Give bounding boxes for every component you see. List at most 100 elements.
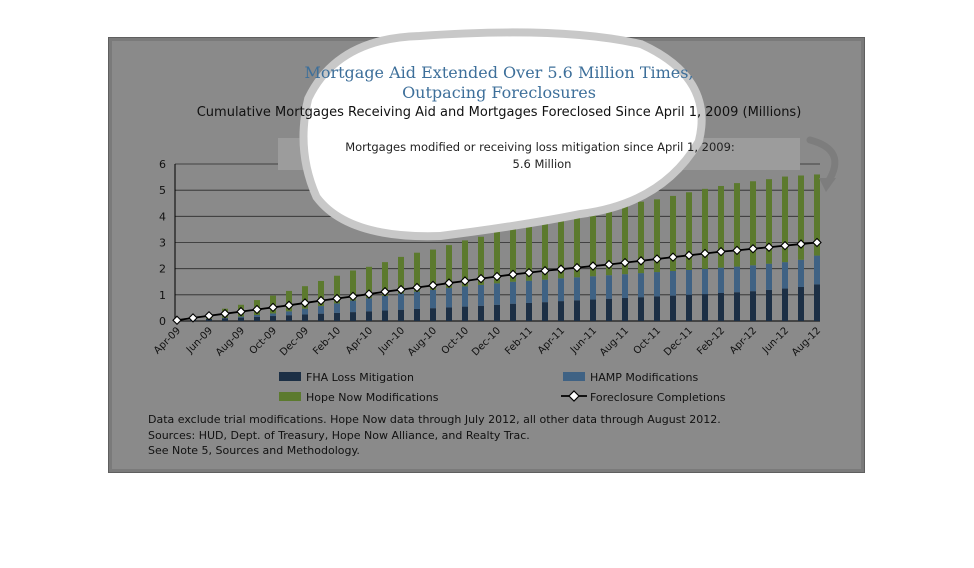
foreclosure-point	[476, 273, 486, 284]
x-tick-label: Oct-10	[440, 325, 472, 357]
bar-segment	[542, 279, 548, 303]
foreclosure-point	[780, 240, 790, 251]
bar-segment	[734, 183, 740, 267]
foreclosure-point	[556, 264, 566, 274]
bar-segment	[414, 252, 420, 292]
foreclosure-point	[172, 315, 182, 325]
bar-segment	[270, 313, 276, 317]
bar-segment	[590, 299, 596, 321]
x-tick-label: Aug-10	[406, 325, 439, 358]
bar-segment	[494, 304, 500, 321]
legend-label-hamp: HAMP Modifications	[590, 371, 698, 384]
bar-segment	[286, 315, 292, 321]
curved-arrow	[806, 136, 839, 186]
y-tick-label: 2	[159, 263, 166, 276]
bar-segment	[638, 297, 644, 321]
bar-segment	[590, 276, 596, 300]
x-tick-label: Jun-11	[568, 325, 599, 356]
bar-segment	[734, 292, 740, 321]
bar-segment	[686, 294, 692, 321]
callout-text-line1: Mortgages modified or receiving loss mit…	[345, 140, 735, 154]
bar-segment	[238, 316, 244, 318]
bar-segment	[510, 228, 516, 282]
bar-segment	[574, 300, 580, 321]
bar-segment	[238, 317, 244, 321]
bar-segment	[478, 236, 484, 285]
bar-segment	[494, 232, 500, 284]
foreclosure-point	[700, 248, 710, 259]
bar-segment	[302, 286, 308, 309]
bar-segment	[366, 311, 372, 321]
bar-segment	[622, 274, 628, 298]
foreclosure-point	[364, 289, 374, 299]
bar-segment	[622, 204, 628, 275]
foreclosure-point	[588, 261, 598, 271]
x-tick-label: Jun-10	[376, 325, 407, 356]
bar-series	[190, 174, 820, 321]
chart-title-line2: Outpacing Foreclosures	[402, 83, 596, 102]
bar-segment	[798, 175, 804, 260]
bar-segment	[542, 221, 548, 280]
note-line-3: See Note 5, Sources and Methodology.	[148, 444, 360, 457]
bar-segment	[654, 272, 660, 297]
foreclosure-point	[796, 239, 806, 249]
bar-segment	[350, 312, 356, 321]
foreclosure-point	[284, 300, 294, 311]
x-tick-label: Aug-11	[598, 325, 631, 358]
bar-segment	[702, 268, 708, 295]
bar-segment	[766, 263, 772, 290]
y-tick-label: 6	[159, 158, 166, 171]
x-tick-label: Apr-10	[344, 325, 375, 356]
bar-segment	[558, 278, 564, 302]
x-tick-label: Aug-09	[214, 325, 247, 358]
curved-arrow-head	[819, 178, 836, 192]
bar-segment	[526, 280, 532, 303]
foreclosure-point	[348, 291, 358, 302]
foreclosure-point	[604, 259, 614, 270]
foreclosure-point	[460, 276, 470, 286]
bar-segment	[398, 293, 404, 310]
x-tick-label: Feb-11	[503, 325, 535, 357]
bar-segment	[446, 307, 452, 321]
bar-segment	[558, 218, 564, 279]
bar-segment	[526, 302, 532, 321]
bar-segment	[574, 277, 580, 301]
bar-segment	[398, 309, 404, 321]
x-tick-label: Jun-09	[184, 325, 215, 356]
bar-segment	[318, 280, 324, 307]
bar-segment	[606, 298, 612, 321]
bar-segment	[254, 316, 260, 321]
foreclosure-point	[188, 313, 198, 323]
bar-segment	[814, 255, 820, 285]
bar-segment	[286, 311, 292, 316]
bar-segment	[814, 174, 820, 256]
foreclosure-point	[812, 237, 822, 248]
bar-segment	[750, 265, 756, 292]
bar-segment	[542, 302, 548, 321]
bar-segment	[446, 245, 452, 289]
bar-segment	[510, 303, 516, 321]
foreclosure-point	[716, 246, 726, 257]
x-tick-label: Feb-12	[695, 325, 727, 357]
y-tick-labels: 0 1 2 3 4 5 6	[159, 158, 166, 328]
bar-segment	[318, 306, 324, 314]
bar-segment	[718, 293, 724, 321]
foreclosure-point	[380, 286, 390, 297]
foreclosure-point	[236, 306, 246, 317]
bar-segment	[798, 259, 804, 287]
bar-segment	[462, 240, 468, 287]
bar-segment	[590, 211, 596, 277]
foreclosure-point	[444, 278, 454, 288]
bar-segment	[814, 284, 820, 321]
bar-segment	[446, 288, 452, 308]
note-line-2: Sources: HUD, Dept. of Treasury, Hope No…	[148, 429, 530, 442]
bar-segment	[686, 269, 692, 295]
bar-segment	[670, 295, 676, 321]
bar-segment	[366, 298, 372, 312]
bar-segment	[606, 207, 612, 276]
bar-segment	[414, 308, 420, 321]
bar-segment	[334, 303, 340, 313]
foreclosure-point	[268, 302, 278, 313]
legend-label-foreclosure: Foreclosure Completions	[590, 391, 726, 404]
